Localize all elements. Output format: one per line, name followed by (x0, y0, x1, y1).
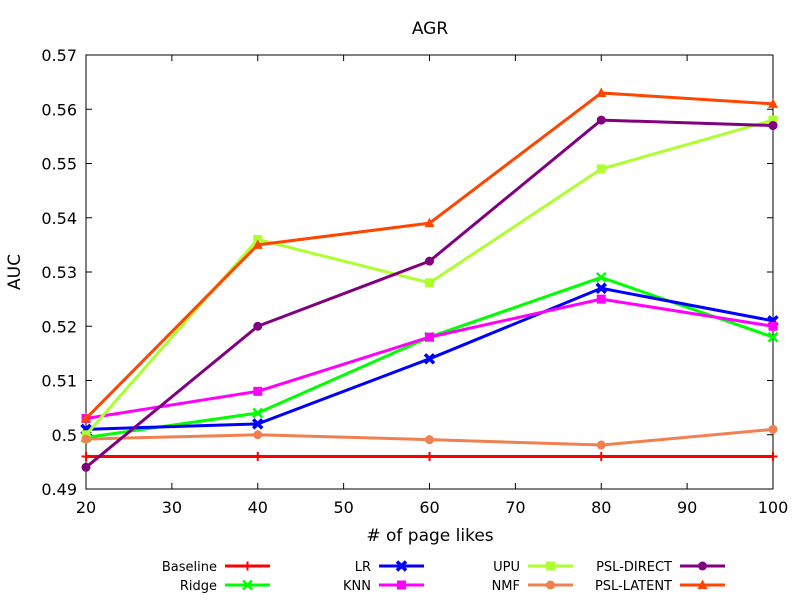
data-point-knn (425, 332, 434, 342)
y-tick-label: 0.52 (41, 317, 77, 336)
data-point-upu (768, 115, 778, 125)
legend-item-lr: LR (355, 560, 424, 575)
data-point-ridge (595, 272, 607, 283)
x-tick-label: 30 (162, 498, 182, 517)
data-point-psl-latent (252, 239, 263, 249)
data-point-nmf (596, 440, 606, 450)
series-line-psl-direct (85, 118, 774, 469)
legend-label: UPU (493, 560, 520, 575)
data-point-baseline (253, 451, 263, 461)
series-lr (80, 282, 779, 436)
legend-marker-ridge (242, 579, 253, 591)
x-tick-label: 20 (76, 498, 96, 517)
data-point-nmf (425, 435, 434, 445)
y-tick-label: 0.57 (41, 46, 77, 65)
legend-label: Ridge (180, 579, 217, 594)
data-point-psl-latent (424, 217, 435, 228)
data-point-baseline (81, 451, 91, 461)
axis-ticks: 20 30 40 50 60 70 80 90 100 0.49 0.5 0.51 0.52 0.53 0.… (41, 46, 788, 517)
series-upu (81, 115, 778, 440)
x-tick-label: 40 (248, 498, 268, 517)
legend-item-nmf: NMF (492, 579, 573, 594)
series-group (80, 87, 779, 472)
data-point-psl-direct (425, 256, 434, 266)
x-tick-label: 70 (505, 498, 525, 517)
data-point-psl-direct (253, 321, 263, 331)
x-tick-label: 60 (419, 498, 439, 517)
series-nmf (81, 424, 778, 450)
x-tick-label: 90 (677, 498, 697, 517)
data-point-nmf (253, 430, 263, 440)
legend-item-baseline: Baseline (162, 560, 270, 575)
x-tick-label: 80 (591, 498, 611, 517)
y-tick-label: 0.53 (41, 263, 77, 282)
data-point-psl-latent (768, 98, 778, 108)
legend-label: NMF (492, 579, 520, 594)
data-point-baseline (596, 451, 606, 461)
y-tick-label: 0.54 (41, 209, 77, 228)
data-point-psl-latent (596, 87, 607, 97)
x-tick-label: 50 (333, 498, 353, 517)
data-point-lr (252, 418, 264, 430)
data-point-lr (595, 282, 607, 295)
legend-marker-baseline (243, 561, 252, 571)
data-point-psl-direct (768, 121, 778, 131)
legend-label: PSL-DIRECT (596, 560, 672, 575)
data-point-knn (253, 386, 263, 396)
data-point-upu (425, 278, 434, 288)
y-axis-title: AUC (5, 254, 25, 290)
series-baseline (81, 451, 778, 461)
legend-item-knn: KNN (343, 579, 424, 594)
chart-title: AGR (412, 19, 449, 39)
legend-item-psl-latent: PSL-LATENT (595, 579, 725, 594)
data-point-baseline (768, 451, 778, 461)
legend-marker-nmf (546, 580, 555, 590)
legend-marker-lr (395, 560, 408, 572)
data-point-nmf (768, 424, 778, 434)
data-point-ridge (252, 407, 264, 419)
series-line-upu (84, 118, 774, 436)
data-point-nmf (81, 434, 91, 444)
data-point-knn (596, 294, 606, 304)
legend-marker-knn (397, 580, 406, 590)
y-tick-label: 0.55 (41, 155, 77, 174)
legend-label: Baseline (162, 560, 217, 575)
legend-label: KNN (343, 579, 371, 594)
y-tick-label: 0.49 (41, 480, 77, 499)
y-tick-label: 0.56 (41, 100, 77, 119)
legend-item-ridge: Ridge (180, 579, 270, 594)
x-axis-title: # of page likes (366, 526, 493, 546)
data-point-ridge (767, 331, 779, 343)
data-point-psl-latent (81, 412, 91, 423)
legend-item-upu: UPU (493, 560, 573, 575)
x-tick-label: 100 (758, 498, 789, 517)
data-point-psl-direct (596, 115, 606, 125)
legend-marker-psl-direct (698, 561, 707, 571)
data-point-baseline (425, 451, 434, 461)
series-psl-latent (81, 87, 778, 423)
legend-marker-upu (546, 561, 555, 571)
legend-marker-psl-latent (697, 579, 708, 589)
legend-item-psl-direct: PSL-DIRECT (596, 560, 725, 575)
y-tick-label: 0.5 (52, 426, 77, 445)
legend: Baseline Ridge LR KNN UPU NMF PSL-DIRECT PSL-LA… (162, 560, 725, 594)
data-point-lr (423, 353, 436, 365)
legend-label: PSL-LATENT (595, 579, 672, 594)
y-tick-label: 0.51 (41, 372, 77, 391)
series-line-psl-latent (84, 91, 774, 420)
data-point-upu (596, 164, 606, 174)
data-point-psl-direct (81, 462, 91, 472)
data-point-knn (768, 321, 778, 331)
series-psl-direct (81, 115, 778, 472)
legend-label: LR (355, 560, 371, 575)
